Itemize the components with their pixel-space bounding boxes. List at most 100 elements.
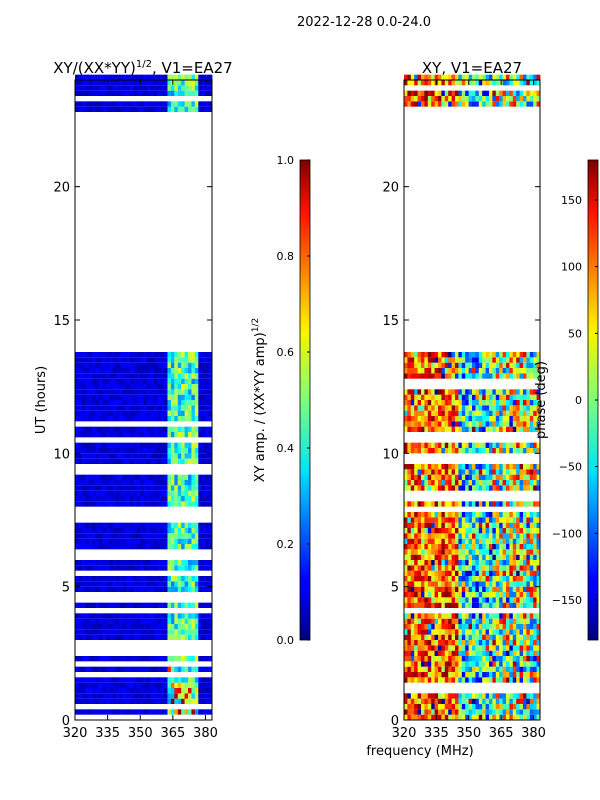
amp-heatmap-cell	[150, 453, 155, 459]
amp-heatmap-cell	[75, 384, 79, 390]
phase-heatmap-cell	[468, 485, 473, 491]
phase-heatmap-cell	[461, 650, 466, 656]
amp-heatmap-cell	[167, 373, 172, 379]
phase-heatmap-cell	[448, 581, 452, 587]
phase-heatmap-cell	[502, 421, 507, 427]
amp-heatmap-cell	[184, 80, 189, 86]
phase-heatmap-cell	[417, 448, 422, 454]
amp-heatmap-cell	[188, 426, 192, 432]
amp-heatmap-cell	[78, 85, 83, 91]
amp-heatmap-cell	[184, 698, 189, 704]
amp-heatmap-cell	[184, 474, 189, 480]
amp-heatmap-cell	[191, 410, 196, 416]
phase-heatmap-cell	[458, 640, 463, 646]
amp-heatmap-cell	[75, 544, 79, 550]
amp-heatmap-cell	[150, 80, 155, 86]
amp-heatmap-cell	[146, 528, 151, 534]
phase-heatmap-cell	[424, 448, 429, 454]
amp-heatmap-cell	[95, 480, 100, 486]
phase-heatmap-cell	[424, 405, 429, 411]
amp-heatmap-cell	[126, 709, 131, 715]
amp-heatmap-cell	[102, 432, 107, 438]
phase-heatmap-cell	[478, 74, 483, 80]
phase-heatmap-cell	[468, 656, 473, 662]
amp-heatmap-cell	[126, 602, 131, 608]
phase-heatmap-cell	[512, 469, 517, 475]
amp-heatmap-cell	[205, 581, 209, 587]
amp-heatmap-cell	[109, 634, 114, 640]
amp-heatmap-cell	[157, 368, 162, 374]
phase-heatmap-cell	[499, 528, 503, 534]
amp-heatmap-cell	[208, 709, 213, 715]
amp-heatmap-cell	[167, 501, 172, 507]
phase-heatmap-cell	[461, 554, 466, 560]
phase-heatmap-cell	[438, 597, 442, 603]
amp-heatmap-cell	[177, 384, 182, 390]
amp-heatmap-cell	[198, 80, 203, 86]
amp-heatmap-cell	[105, 474, 110, 480]
phase-heatmap-cell	[509, 560, 514, 566]
amp-heatmap-cell	[188, 682, 192, 688]
phase-heatmap-cell	[448, 485, 452, 491]
phase-heatmap-cell	[489, 501, 493, 507]
phase-heatmap-cell	[472, 549, 476, 555]
amp-heatmap-cell	[88, 448, 93, 454]
phase-heatmap-cell	[465, 613, 469, 619]
phase-heatmap-cell	[529, 693, 534, 699]
phase-heatmap-cell	[427, 714, 432, 720]
phase-heatmap-cell	[478, 586, 483, 592]
phase-heatmap-cell	[404, 597, 408, 603]
phase-heatmap-cell	[444, 586, 449, 592]
amp-heatmap-cell	[88, 560, 93, 566]
phase-heatmap-cell	[523, 469, 527, 475]
phase-heatmap-cell	[407, 368, 412, 374]
phase-heatmap-cell	[427, 597, 432, 603]
phase-heatmap-cell	[485, 533, 490, 539]
phase-heatmap-cell	[424, 389, 429, 395]
phase-heatmap-cell	[516, 405, 520, 411]
amp-heatmap-cell	[174, 405, 179, 411]
phase-heatmap-cell	[461, 570, 466, 576]
amp-heatmap-cell	[140, 522, 144, 528]
amp-heatmap-cell	[184, 538, 189, 544]
amp-heatmap-cell	[164, 688, 168, 694]
phase-heatmap-cell	[434, 634, 439, 640]
phase-heatmap-cell	[502, 501, 507, 507]
phase-heatmap-cell	[509, 672, 514, 678]
amp-heatmap-cell	[109, 698, 114, 704]
amp-heatmap-cell	[201, 666, 206, 672]
amp-heatmap-cell	[102, 480, 107, 486]
phase-heatmap-cell	[478, 656, 483, 662]
phase-heatmap-cell	[468, 416, 473, 422]
amp-heatmap-cell	[129, 352, 134, 358]
phase-heatmap-cell	[410, 602, 415, 608]
phase-heatmap-cell	[502, 90, 507, 96]
phase-heatmap-cell	[441, 448, 446, 454]
phase-heatmap-cell	[431, 656, 435, 662]
amp-heatmap-cell	[201, 384, 206, 390]
amp-heatmap-cell	[109, 400, 114, 406]
phase-heatmap-cell	[427, 400, 432, 406]
amp-heatmap-cell	[122, 384, 127, 390]
amp-heatmap-cell	[184, 490, 189, 496]
phase-heatmap-cell	[414, 602, 418, 608]
phase-heatmap-cell	[427, 474, 432, 480]
phase-heatmap-cell	[509, 96, 514, 102]
phase-heatmap-cell	[444, 522, 449, 528]
phase-heatmap-cell	[536, 624, 541, 630]
phase-heatmap-cell	[516, 544, 520, 550]
amp-colorbar: 0.00.20.40.60.81.0 XY amp. / (XX*YY amp)…	[251, 154, 311, 647]
phase-heatmap-cell	[438, 554, 442, 560]
phase-heatmap-cell	[465, 357, 469, 363]
amp-heatmap-cell	[85, 656, 90, 662]
amp-heatmap-cell	[88, 618, 93, 624]
amp-heatmap-cell	[208, 538, 213, 544]
phase-heatmap-cell	[475, 597, 480, 603]
phase-heatmap-cell	[465, 517, 469, 523]
amp-heatmap-cell	[116, 565, 120, 571]
phase-heatmap-cell	[404, 448, 408, 454]
phase-heatmap-cell	[526, 389, 531, 395]
amp-heatmap-cell	[157, 458, 162, 464]
phase-heatmap-cell	[519, 581, 524, 587]
amp-heatmap-cell	[78, 544, 83, 550]
